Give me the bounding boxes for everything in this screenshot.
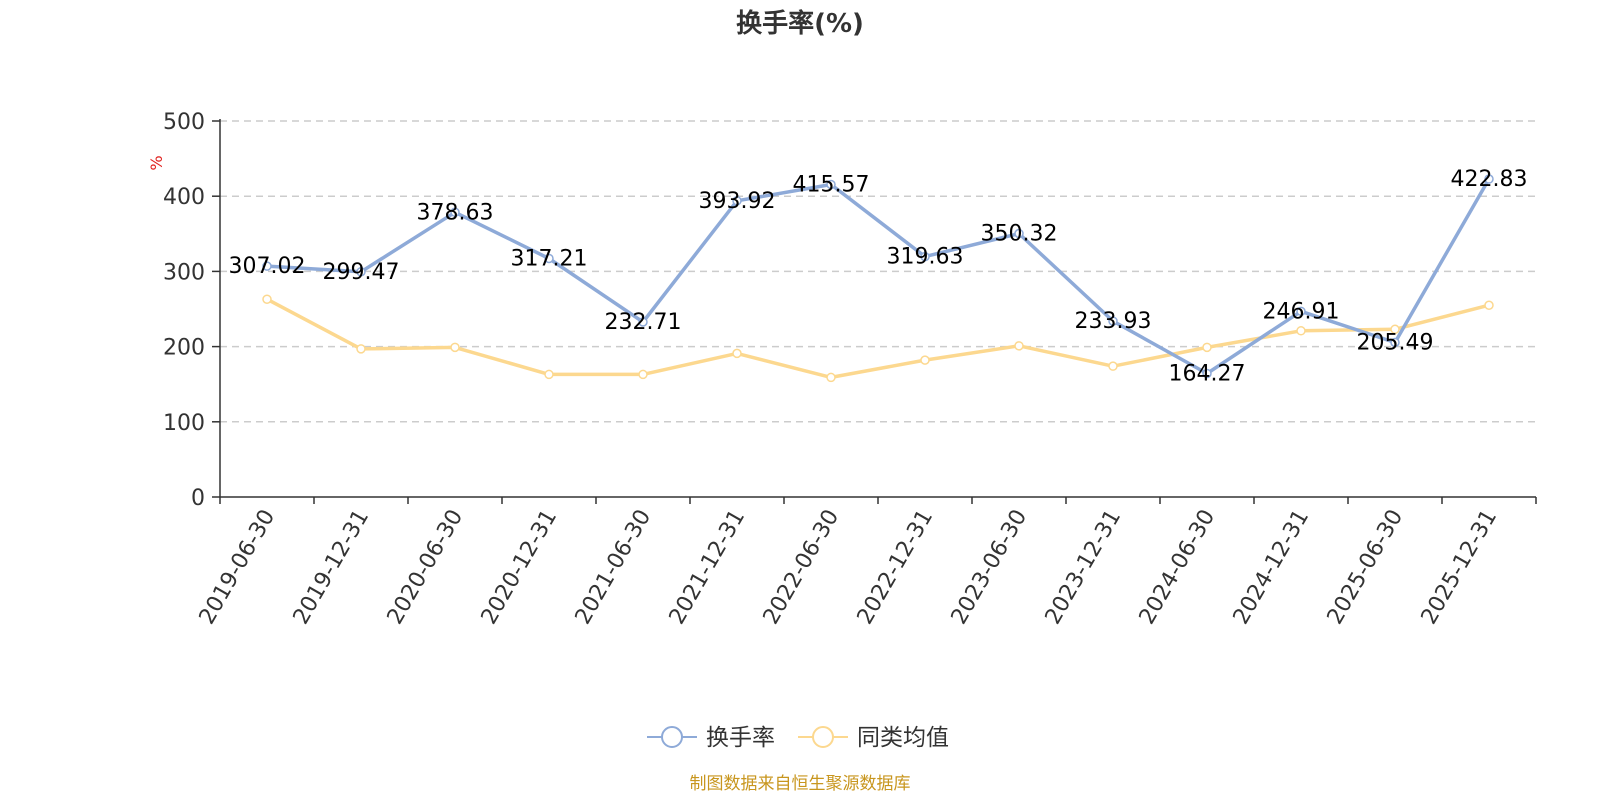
turnover-point xyxy=(1108,316,1118,326)
peer-average-line xyxy=(265,297,1491,380)
x-tick-label: 2023-12-31 xyxy=(1041,506,1127,629)
turnover-data-label: 319.63 xyxy=(887,245,964,270)
turnover-data-label: 233.93 xyxy=(1075,309,1152,334)
x-tick-label: 2019-06-30 xyxy=(195,506,281,629)
turnover-data-label: 307.02 xyxy=(229,254,306,279)
legend-peer-marker xyxy=(812,726,834,748)
chart-title: 换手率(%) xyxy=(736,8,864,39)
legend: 换手率 同类均值 xyxy=(647,725,949,751)
x-tick-label: 2022-06-30 xyxy=(759,506,845,629)
peer-average-point xyxy=(262,294,272,304)
y-tick-label: 200 xyxy=(163,336,205,361)
turnover-point xyxy=(1484,174,1494,184)
y-axis-unit: % xyxy=(147,155,166,170)
legend-item-turnover[interactable]: 换手率 xyxy=(647,725,775,751)
legend-peer-label: 同类均值 xyxy=(857,725,949,751)
y-tick-label: 300 xyxy=(163,260,205,285)
x-tick-label: 2025-12-31 xyxy=(1417,506,1503,629)
turnover-point xyxy=(356,267,366,277)
turnover-data-label: 317.21 xyxy=(511,246,588,271)
legend-turnover-label: 换手率 xyxy=(706,725,775,751)
turnover-point xyxy=(638,317,648,327)
turnover-data-label: 246.91 xyxy=(1263,299,1340,324)
peer-average-point xyxy=(1014,341,1024,351)
legend-item-peer-average[interactable]: 同类均值 xyxy=(798,725,949,751)
turnover-point xyxy=(544,253,554,264)
peer-average-point xyxy=(1296,326,1306,336)
legend-turnover-marker xyxy=(661,726,683,748)
turnover-point xyxy=(1296,306,1306,317)
turnover-data-label: 378.63 xyxy=(417,200,494,225)
y-tick-label: 400 xyxy=(163,185,205,210)
peer-average-point xyxy=(1108,361,1118,371)
turnover-data-label: 205.49 xyxy=(1357,330,1434,355)
peer-average-point xyxy=(732,348,742,359)
turnover-point xyxy=(920,251,930,262)
turnover-data-label: 164.27 xyxy=(1169,361,1246,386)
turnover-point xyxy=(262,261,272,271)
peer-average-point xyxy=(356,344,366,354)
peer-average-point xyxy=(450,342,460,353)
turnover-line xyxy=(265,177,1491,376)
peer-average-point xyxy=(826,372,836,383)
turnover-data-label: 393.92 xyxy=(699,189,776,214)
x-tick-label: 2020-06-30 xyxy=(383,506,469,629)
x-tick-label: 2022-12-31 xyxy=(853,506,939,629)
y-tick-label: 500 xyxy=(163,110,205,135)
turnover-data-label: 422.83 xyxy=(1451,167,1528,192)
x-tick-label: 2020-12-31 xyxy=(477,506,563,629)
turnover-data-label: 350.32 xyxy=(981,222,1058,247)
turnover-point xyxy=(732,196,742,206)
peer-average-point xyxy=(1202,342,1212,353)
series-lines xyxy=(262,174,1494,383)
y-tick-label: 100 xyxy=(163,411,205,436)
grid-lines xyxy=(220,120,1536,423)
turnover-point xyxy=(826,179,836,190)
turnover-data-label: 299.47 xyxy=(323,260,400,285)
peer-average-point xyxy=(638,369,648,380)
y-tick-label: 0 xyxy=(191,486,205,511)
turnover-data-label: 232.71 xyxy=(605,310,682,335)
x-tick-label: 2024-06-30 xyxy=(1135,506,1221,629)
x-tick-label: 2019-12-31 xyxy=(289,506,375,629)
x-tick-label: 2023-06-30 xyxy=(947,506,1033,629)
turnover-point xyxy=(1014,228,1024,239)
data-source: 制图数据来自恒生聚源数据库 xyxy=(690,774,911,794)
x-tick-label: 2025-06-30 xyxy=(1323,506,1409,629)
peer-average-point xyxy=(1390,324,1400,335)
x-tick-label: 2021-12-31 xyxy=(665,506,751,629)
turnover-point xyxy=(1390,337,1400,348)
x-tick-label: 2024-12-31 xyxy=(1229,506,1315,629)
data-labels: 307.02 299.47 378.63 317.21 232.71 393.92 415.… xyxy=(229,167,1528,386)
turnover-point xyxy=(450,207,460,218)
turnover-point xyxy=(1202,368,1212,379)
peer-average-point xyxy=(544,369,554,380)
peer-average-point xyxy=(920,355,930,365)
peer-average-point xyxy=(1484,300,1494,310)
turnover-data-label: 415.57 xyxy=(793,172,870,197)
x-tick-label: 2021-06-30 xyxy=(571,506,657,629)
